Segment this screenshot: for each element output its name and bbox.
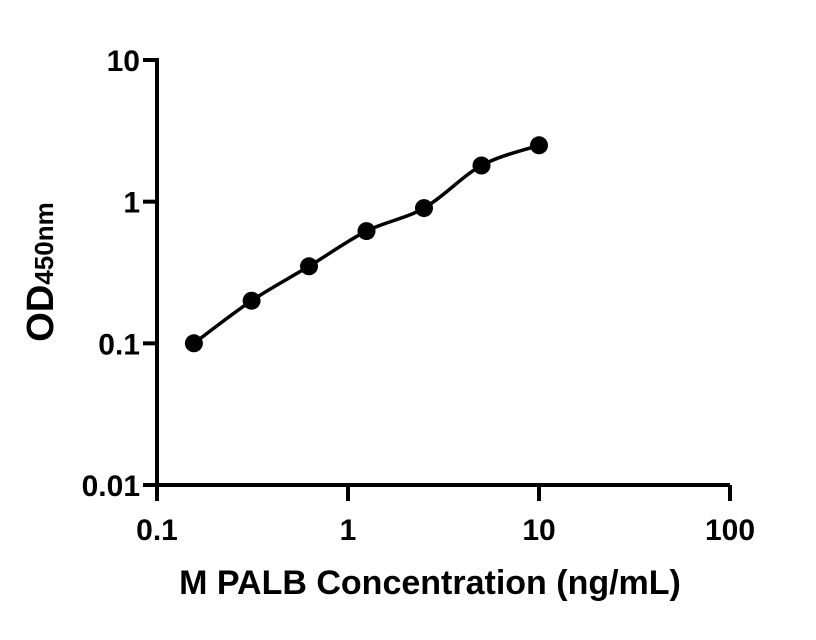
data-point [415, 199, 433, 218]
x-tick-label: 1 [340, 514, 357, 547]
data-point [530, 136, 548, 155]
y-tick-label: 0.1 [98, 328, 140, 361]
y-tick-label: 0.01 [82, 470, 140, 503]
data-point [472, 156, 491, 175]
x-tick-label: 10 [522, 514, 555, 547]
y-axis-title-main: OD [20, 285, 62, 342]
data-point [242, 291, 261, 310]
x-axis-ticks: 0.1 1 10 100 [136, 485, 755, 547]
fit-curve [192, 143, 541, 346]
y-axis-ticks: 0.01 0.1 1 10 [82, 45, 157, 503]
x-tick-label: 100 [705, 514, 755, 547]
data-point [300, 257, 318, 276]
y-axis-title-subscript: 450nm [29, 202, 59, 284]
y-tick-label: 10 [107, 45, 140, 78]
data-point [357, 222, 376, 241]
plot-area [184, 136, 548, 353]
y-axis-title: OD450nm [20, 202, 62, 341]
y-tick-label: 1 [123, 187, 140, 220]
x-tick-label: 0.1 [136, 514, 178, 547]
data-point [184, 334, 203, 353]
x-axis-title: M PALB Concentration (ng/mL) [179, 564, 681, 602]
